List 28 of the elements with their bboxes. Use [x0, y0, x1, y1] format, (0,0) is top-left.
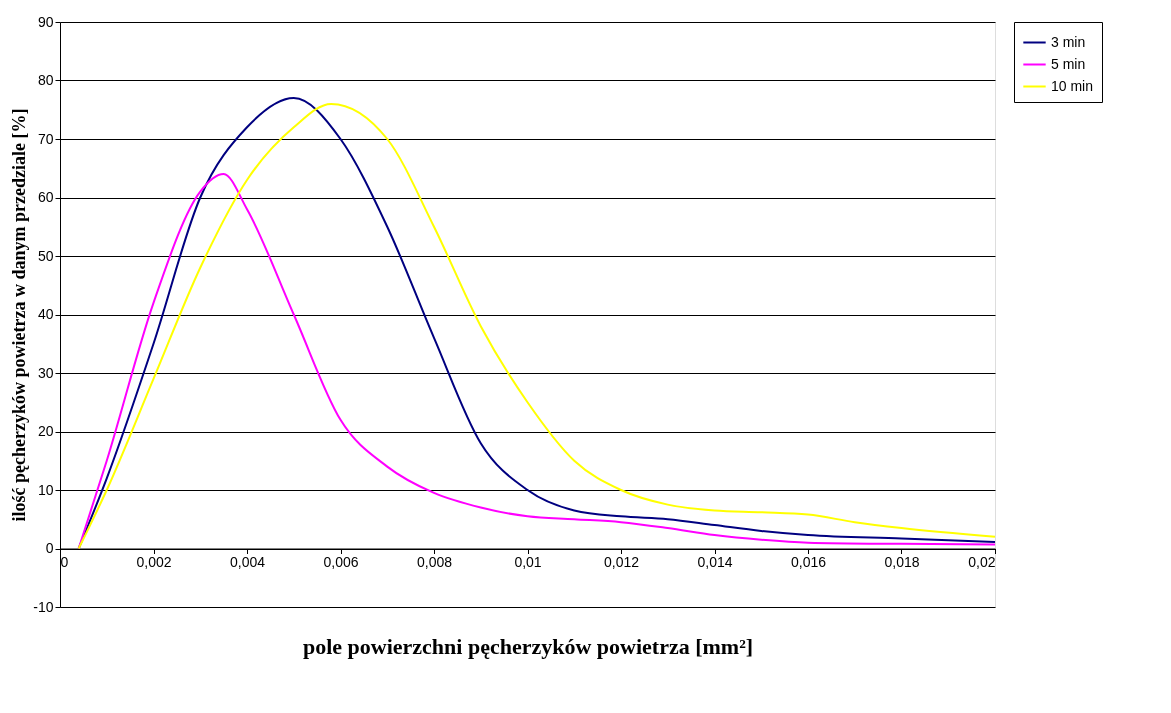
- y-tick-label: 0: [45, 540, 54, 556]
- legend-label: 10 min: [1051, 77, 1094, 94]
- x-tick-label: 0,008: [416, 554, 453, 570]
- line-series: [77, 173, 996, 550]
- x-tick-label: 0: [60, 554, 69, 570]
- x-tick-label: 0,004: [229, 554, 266, 570]
- legend-label: 5 min: [1051, 55, 1086, 72]
- y-axis-title: ilość pęcherzyków powietrza w danym przedziale [%]: [9, 108, 30, 522]
- x-tick-label: 0,016: [790, 554, 827, 570]
- x-tick-label: 0,01: [514, 554, 542, 570]
- legend-label: 3 min: [1051, 33, 1086, 50]
- y-tick-label: 40: [37, 306, 54, 322]
- y-tick-label: 70: [37, 130, 54, 147]
- x-tick-label: 0,002: [136, 554, 172, 570]
- y-tick-label: 10: [37, 481, 54, 498]
- y-tick-label: 60: [37, 189, 54, 205]
- x-tick-label: 0,02: [968, 554, 996, 570]
- y-tick-label: 80: [37, 72, 54, 88]
- x-tick-label: 0,014: [697, 554, 733, 570]
- x-tick-label: 0,006: [323, 554, 359, 570]
- y-tick-label: -10: [33, 598, 54, 615]
- y-tick-label: 90: [37, 13, 54, 30]
- x-tick-label: 0,012: [603, 554, 640, 570]
- x-axis-title: pole powierzchni pęcherzyków powietrza [mm²]: [302, 633, 754, 659]
- y-tick-label: 30: [37, 364, 54, 381]
- y-tick-label: 50: [37, 247, 54, 264]
- x-tick-label: 0,018: [884, 554, 920, 570]
- y-tick-label: 20: [37, 423, 54, 439]
